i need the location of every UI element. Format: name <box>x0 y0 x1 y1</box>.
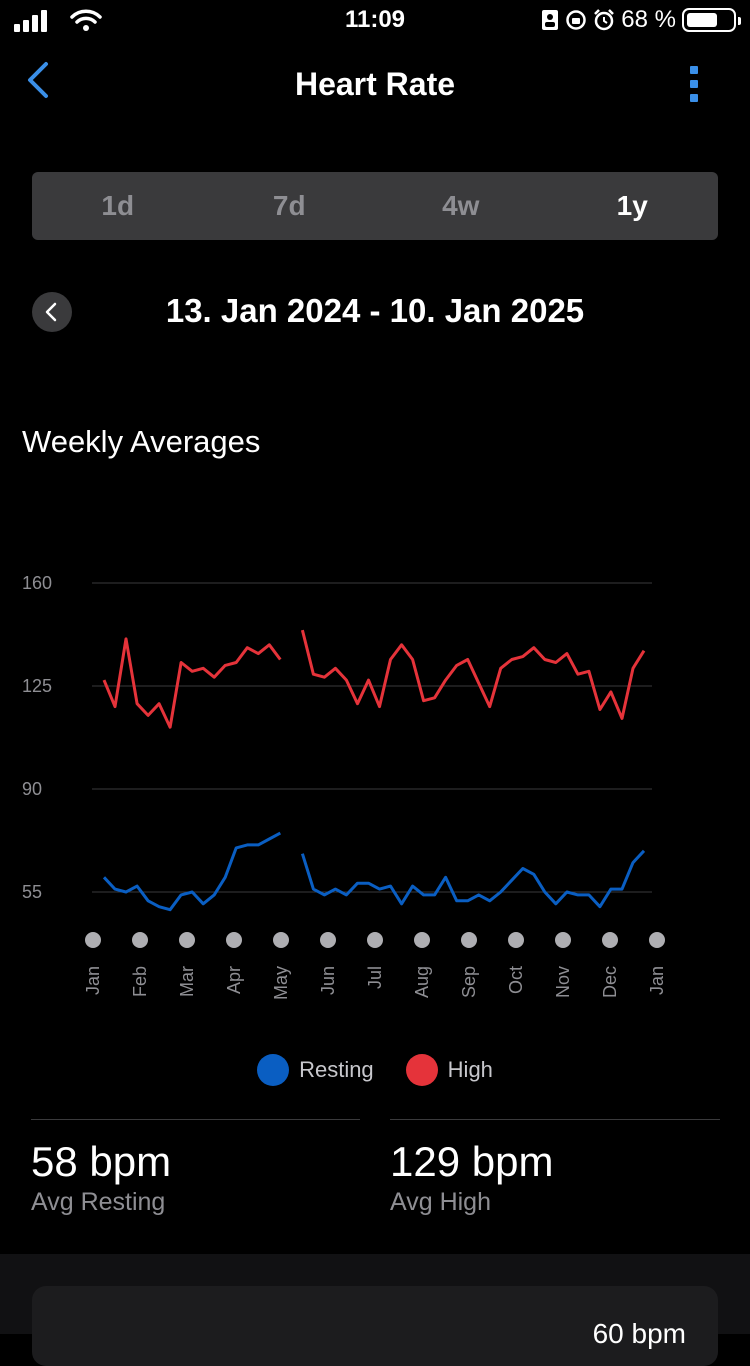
tab-1d[interactable]: 1d <box>101 190 135 221</box>
contact-icon <box>542 10 559 30</box>
month-dot <box>508 932 524 948</box>
high-series-line <box>102 637 282 729</box>
x-tick-label: Jul <box>365 966 385 989</box>
x-tick-label: Jun <box>318 966 338 995</box>
x-tick-label: Jan <box>83 966 103 995</box>
avg-high-value: 129 bpm <box>390 1138 554 1185</box>
chart-legend: Resting High <box>0 1054 750 1086</box>
month-dot <box>414 932 430 948</box>
alarm-icon <box>594 9 615 31</box>
x-tick-label: Nov <box>553 966 573 998</box>
avg-resting-value: 58 bpm <box>31 1138 172 1185</box>
tab-4w[interactable]: 4w <box>442 190 480 221</box>
x-tick-label: Apr <box>224 966 244 994</box>
range-segmented-control: 1d 7d 4w 1y <box>32 172 718 240</box>
date-range: 13. Jan 2024 - 10. Jan 2025 <box>165 292 585 329</box>
y-tick-label: 55 <box>22 882 42 902</box>
rotation-lock-icon <box>566 10 587 30</box>
legend-high: High <box>405 1054 493 1086</box>
month-dot <box>132 932 148 948</box>
stat-divider-high <box>390 1119 720 1120</box>
month-dot <box>367 932 383 948</box>
resting-color-swatch <box>257 1054 290 1086</box>
month-dot <box>461 932 477 948</box>
month-dot <box>649 932 665 948</box>
chart-title: Weekly Averages <box>22 424 261 459</box>
month-dot <box>179 932 195 948</box>
chevron-left-icon <box>45 302 57 322</box>
month-dot <box>555 932 571 948</box>
legend-high-label: High <box>447 1057 493 1082</box>
x-tick-label: Aug <box>412 966 432 998</box>
summary-card-value: 60 bpm <box>592 1318 686 1349</box>
x-tick-label: May <box>271 966 291 1000</box>
battery-percent: 68 % <box>621 6 676 33</box>
x-tick-label: Feb <box>130 966 150 997</box>
previous-range-button[interactable] <box>32 292 72 332</box>
high-series-line <box>300 629 646 720</box>
y-tick-label: 160 <box>22 573 52 593</box>
avg-resting-label: Avg Resting <box>31 1188 166 1216</box>
stat-divider-resting <box>31 1119 360 1120</box>
x-tick-label: Mar <box>177 966 197 997</box>
status-right: 68 % <box>541 6 741 34</box>
resting-series-line <box>102 831 282 912</box>
cellular-signal-icon <box>14 10 47 32</box>
avg-high-label: Avg High <box>390 1188 491 1216</box>
tab-1y[interactable]: 1y <box>616 190 648 221</box>
x-tick-label: Jan <box>647 966 667 995</box>
month-dot <box>273 932 289 948</box>
y-tick-label: 90 <box>22 779 42 799</box>
month-dot <box>320 932 336 948</box>
legend-resting-label: Resting <box>299 1057 374 1082</box>
wifi-icon <box>70 9 102 31</box>
battery-icon <box>682 8 741 32</box>
month-dot <box>85 932 101 948</box>
back-chevron-icon[interactable] <box>24 60 52 100</box>
status-time: 11:09 <box>344 6 406 33</box>
resting-series-line <box>300 849 646 909</box>
page-title: Heart Rate <box>294 66 456 102</box>
legend-resting: Resting <box>257 1054 374 1086</box>
heart-rate-chart: 160 125 90 55 Jan Feb Mar Apr May Jun Jul Aug Sep Oc… <box>22 573 667 1000</box>
x-tick-label: Dec <box>600 966 620 998</box>
y-tick-label: 125 <box>22 676 52 696</box>
month-dot <box>602 932 618 948</box>
high-color-swatch <box>405 1054 438 1086</box>
tab-7d[interactable]: 7d <box>272 190 306 221</box>
x-tick-label: Sep <box>459 966 479 998</box>
x-tick-label: Oct <box>506 966 526 994</box>
more-options-icon[interactable] <box>688 64 700 104</box>
month-dot <box>226 932 242 948</box>
